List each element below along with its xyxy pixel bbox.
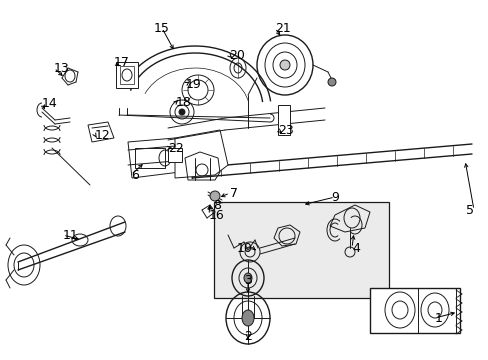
Text: 16: 16 — [208, 208, 224, 221]
Text: 23: 23 — [278, 123, 293, 136]
Text: 5: 5 — [465, 203, 473, 216]
Ellipse shape — [209, 191, 220, 201]
Ellipse shape — [244, 273, 251, 283]
Text: 17: 17 — [114, 55, 130, 68]
Polygon shape — [128, 138, 180, 178]
Text: 8: 8 — [213, 198, 221, 212]
Text: 4: 4 — [351, 242, 359, 255]
Text: 11: 11 — [63, 229, 79, 242]
Text: 19: 19 — [185, 77, 202, 90]
Bar — [116, 62, 138, 88]
Text: 12: 12 — [95, 129, 110, 141]
Text: 1: 1 — [434, 311, 442, 324]
Text: 22: 22 — [168, 141, 183, 154]
Text: 9: 9 — [330, 190, 338, 203]
Bar — [369, 288, 459, 333]
Ellipse shape — [242, 310, 253, 326]
Text: 15: 15 — [154, 22, 170, 35]
Ellipse shape — [327, 78, 335, 86]
Polygon shape — [88, 122, 114, 142]
Text: 21: 21 — [274, 22, 290, 35]
Polygon shape — [175, 130, 227, 178]
Text: 7: 7 — [229, 186, 238, 199]
Bar — [278, 105, 289, 135]
Ellipse shape — [179, 109, 184, 115]
Text: 2: 2 — [244, 329, 251, 342]
Text: 3: 3 — [244, 274, 251, 287]
Bar — [135, 148, 164, 168]
Text: 6: 6 — [131, 168, 139, 181]
Text: 13: 13 — [54, 62, 70, 75]
Ellipse shape — [280, 60, 289, 70]
Bar — [214, 202, 388, 298]
Bar — [168, 148, 182, 162]
Text: 20: 20 — [228, 49, 244, 62]
Text: 14: 14 — [42, 96, 58, 109]
Bar — [120, 66, 134, 84]
Text: 10: 10 — [237, 242, 252, 255]
Text: 18: 18 — [176, 95, 191, 108]
